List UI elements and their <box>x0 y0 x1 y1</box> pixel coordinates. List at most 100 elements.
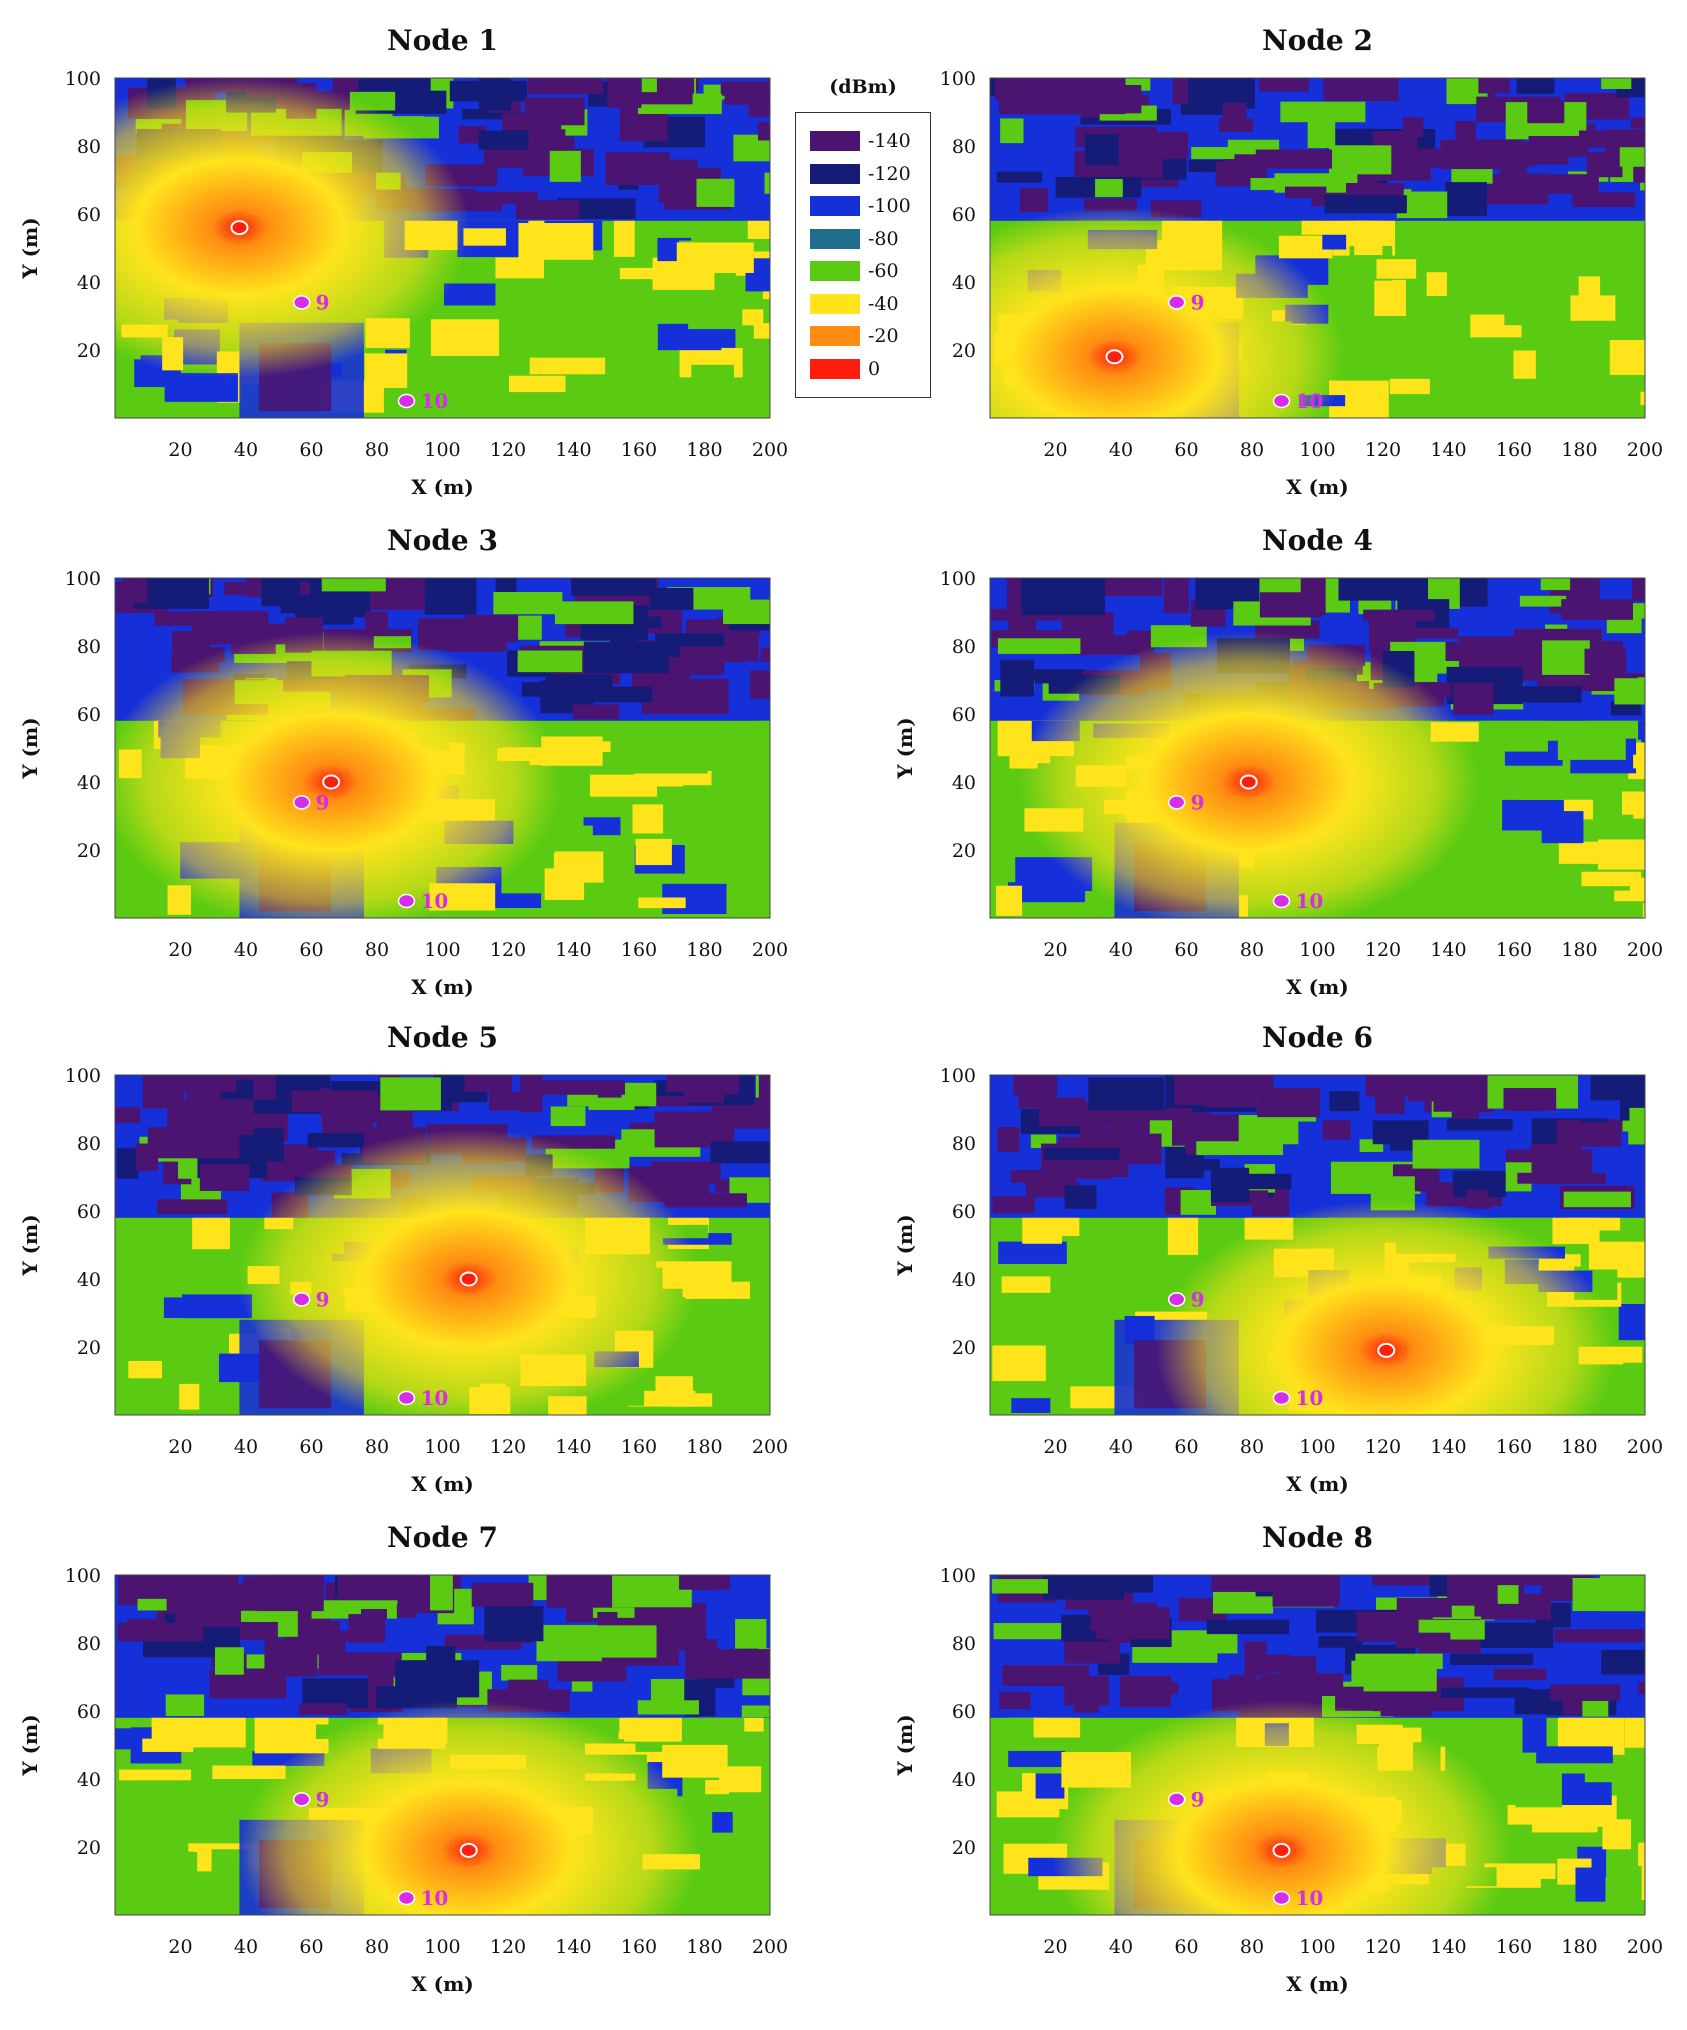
field-cell <box>1259 78 1309 92</box>
field-cell <box>679 1575 730 1590</box>
field-cell <box>339 1630 363 1642</box>
field-cell <box>527 78 604 95</box>
field-cell <box>142 1738 194 1752</box>
legend-swatch <box>810 358 860 379</box>
field-cell <box>590 686 653 703</box>
field-cell <box>1536 1746 1613 1764</box>
x-tick-label: 60 <box>299 439 323 461</box>
legend-swatch <box>810 163 860 184</box>
transmitter-marker <box>1105 349 1124 365</box>
field-cell <box>749 670 770 699</box>
field-cell <box>1301 220 1371 235</box>
signal-hotspot <box>990 206 1345 418</box>
field-cell <box>1561 599 1633 620</box>
field-cell <box>264 1639 318 1677</box>
field-cell <box>589 774 658 797</box>
y-tick-label: 100 <box>940 68 976 90</box>
field-cell <box>1630 117 1645 129</box>
field-cell <box>696 178 735 207</box>
field-cell <box>156 1199 228 1215</box>
field-cell <box>997 638 1081 654</box>
field-cell <box>635 838 672 866</box>
field-cell <box>1575 1867 1606 1902</box>
field-cell <box>484 1606 544 1642</box>
field-cell <box>1365 1075 1415 1097</box>
field-cell <box>1002 1665 1089 1686</box>
field-cell <box>1440 139 1524 170</box>
field-cell <box>1621 791 1645 815</box>
y-tick-label: 20 <box>952 340 976 362</box>
field-cell <box>1614 890 1645 902</box>
panel-title: Node 6 <box>1262 1021 1373 1054</box>
field-cell <box>1451 166 1493 184</box>
field-cell <box>115 1107 141 1124</box>
field-cell <box>1363 609 1435 621</box>
plot-frame <box>114 1574 771 1916</box>
field-cell <box>1000 118 1024 144</box>
field-cell <box>1564 1217 1621 1231</box>
field-cell <box>765 1217 770 1251</box>
field-cell <box>1149 1681 1179 1695</box>
field-cell <box>756 720 770 741</box>
field-cell <box>488 1091 524 1111</box>
y-axis-label: Y (m) <box>18 1214 42 1276</box>
field-cell <box>518 223 594 260</box>
field-cell <box>1445 182 1487 216</box>
legend-label: -80 <box>868 227 899 250</box>
x-tick-label: 200 <box>752 439 788 461</box>
transmitter-marker <box>1272 1842 1291 1858</box>
field-cell <box>656 1233 732 1245</box>
field-cell <box>154 611 222 626</box>
field-cell <box>1064 1185 1097 1209</box>
reference-node-marker <box>292 295 311 310</box>
field-cell <box>1043 1575 1124 1600</box>
field-cell <box>670 1393 713 1407</box>
x-tick-label: 20 <box>168 439 192 461</box>
reference-node-marker <box>1272 893 1291 909</box>
heatmap-panel: Node 4 20 40 60 80 100 120 140 160 180 200 20 40 60 80… <box>893 524 1663 999</box>
field-cell <box>605 152 670 186</box>
y-tick-label: 20 <box>77 840 101 862</box>
field-cell <box>1528 135 1589 157</box>
field-cell <box>1451 1094 1479 1119</box>
x-tick-label: 120 <box>490 439 526 461</box>
y-tick-label: 60 <box>952 704 976 726</box>
reference-node-label: 9 <box>1191 790 1205 814</box>
y-tick-label: 80 <box>952 1633 976 1655</box>
y-tick-label: 80 <box>77 1633 101 1655</box>
field-cell <box>1018 1075 1057 1109</box>
y-tick-label: 40 <box>952 1269 976 1291</box>
heatmap-field <box>990 1075 1645 1415</box>
field-cell <box>613 220 635 257</box>
y-tick-label: 20 <box>952 1837 976 1859</box>
field-cell <box>747 220 770 239</box>
reference-node-label: 9 <box>1191 1787 1205 1811</box>
x-tick-label: 200 <box>752 939 788 961</box>
signal-hotspot <box>1051 1700 1512 1915</box>
field-cell <box>741 1705 770 1718</box>
x-tick-label: 60 <box>299 1436 323 1458</box>
x-tick-label: 140 <box>1430 439 1466 461</box>
field-cell <box>631 578 656 592</box>
transmitter-marker <box>459 1842 478 1858</box>
reference-node-label: 9 <box>316 1287 330 1311</box>
field-cell <box>1030 1245 1065 1257</box>
field-cell <box>456 323 480 349</box>
panel-title: Node 5 <box>387 1021 498 1054</box>
field-cell <box>424 578 477 615</box>
x-tick-label: 140 <box>555 1436 591 1458</box>
transmitter-marker <box>322 774 341 790</box>
x-tick-label: 160 <box>621 1936 657 1958</box>
field-cell <box>1323 78 1399 101</box>
field-cell <box>1568 252 1617 269</box>
field-cell <box>1638 1681 1645 1695</box>
x-tick-label: 200 <box>752 1936 788 1958</box>
x-axis-label: X (m) <box>1286 975 1349 999</box>
field-cell <box>1522 1717 1547 1753</box>
field-cell <box>212 1765 286 1780</box>
reference-node-label: 9 <box>316 790 330 814</box>
x-tick-label: 80 <box>1240 939 1264 961</box>
field-cell <box>395 1660 480 1698</box>
y-tick-label: 80 <box>952 1133 976 1155</box>
field-cell <box>1504 299 1540 326</box>
